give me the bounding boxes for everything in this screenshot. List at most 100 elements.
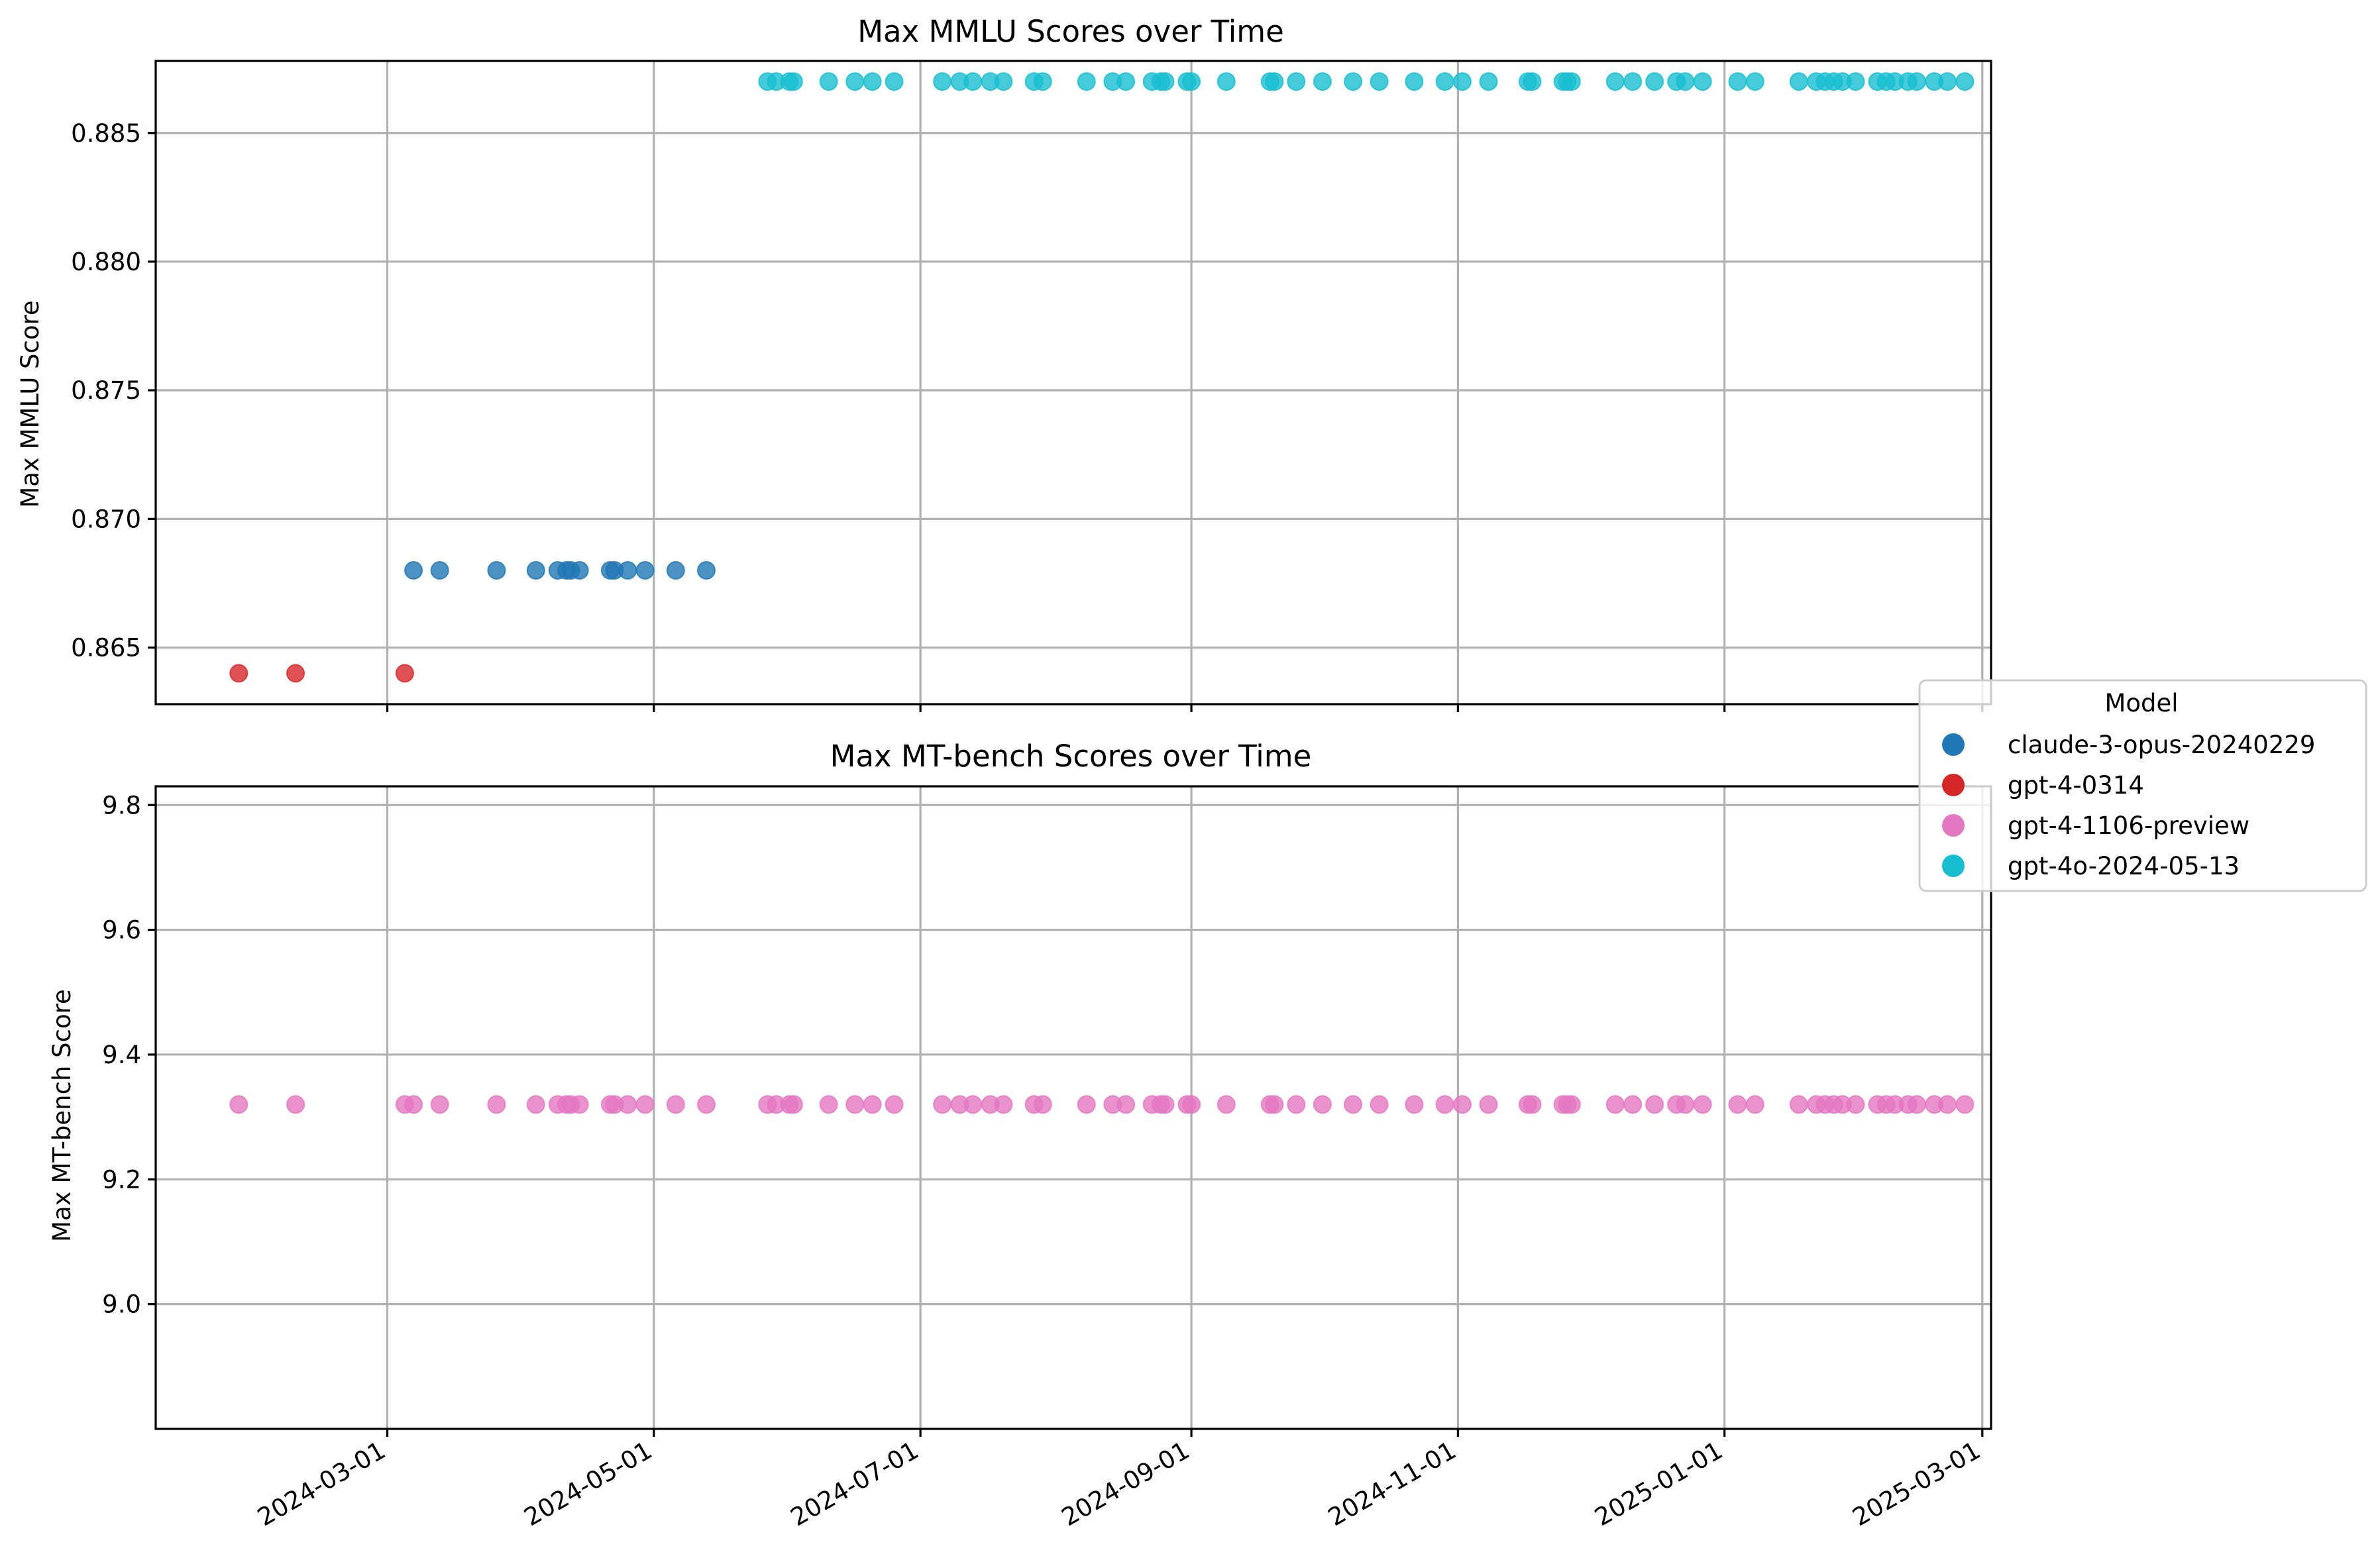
data-point xyxy=(1313,1095,1332,1114)
legend-label: gpt-4-0314 xyxy=(2008,771,2144,800)
data-point xyxy=(1435,1095,1454,1114)
data-point xyxy=(1077,72,1096,91)
data-point xyxy=(1435,72,1454,91)
data-point xyxy=(1789,72,1808,91)
mt-bench-grid xyxy=(156,786,1991,1429)
data-point xyxy=(526,561,545,580)
y-tick-label: 9.2 xyxy=(102,1165,141,1194)
legend-marker xyxy=(1942,774,1965,796)
data-point xyxy=(697,1095,716,1114)
legend-label: claude-3-opus-20240229 xyxy=(2008,731,2315,759)
data-point xyxy=(395,664,414,683)
data-point xyxy=(1116,1095,1136,1114)
legend-marker xyxy=(1942,814,1965,837)
data-point xyxy=(404,561,423,580)
y-tick-label: 9.0 xyxy=(102,1290,141,1319)
data-point xyxy=(1344,72,1363,91)
data-point xyxy=(1452,72,1472,91)
y-tick-label: 0.875 xyxy=(71,376,141,405)
y-tick-label: 0.880 xyxy=(71,248,141,276)
legend-label: gpt-4-1106-preview xyxy=(2008,811,2249,840)
data-point xyxy=(1217,72,1236,91)
data-point xyxy=(286,1095,305,1114)
data-point xyxy=(784,72,803,91)
mmlu-panel: Max MMLU Scores over Time Max MMLU Score… xyxy=(16,14,1992,712)
data-point xyxy=(1645,72,1664,91)
data-point xyxy=(404,1095,423,1114)
data-point xyxy=(1745,72,1764,91)
mmlu-y-ticks: 0.865 0.870 0.875 0.880 0.885 xyxy=(71,119,156,662)
mt-bench-points xyxy=(229,1095,1974,1114)
data-point xyxy=(1156,1095,1175,1114)
data-point xyxy=(570,561,589,580)
data-point xyxy=(618,561,637,580)
data-point xyxy=(1116,72,1136,91)
mt-bench-chart-title: Max MT-bench Scores over Time xyxy=(830,739,1312,774)
mt-bench-y-axis-label: Max MT-bench Score xyxy=(48,989,76,1242)
y-tick-label: 0.870 xyxy=(71,505,141,533)
data-point xyxy=(1728,72,1747,91)
data-point xyxy=(635,1095,655,1114)
data-point xyxy=(570,1095,589,1114)
data-point xyxy=(1907,1095,1926,1114)
data-point xyxy=(229,1095,248,1114)
data-point xyxy=(1265,1095,1284,1114)
data-point xyxy=(994,72,1013,91)
data-point xyxy=(1265,72,1284,91)
data-point xyxy=(1344,1095,1363,1114)
y-tick-label: 9.6 xyxy=(102,916,141,945)
mmlu-axes-frame xyxy=(154,60,1992,706)
data-point xyxy=(1405,72,1424,91)
y-tick-label: 9.8 xyxy=(102,791,141,819)
data-point xyxy=(1846,1095,1865,1114)
data-point xyxy=(845,1095,865,1114)
data-point xyxy=(863,72,882,91)
data-point xyxy=(1523,1095,1542,1114)
data-point xyxy=(1479,1095,1498,1114)
data-point xyxy=(487,561,506,580)
data-point xyxy=(1605,72,1625,91)
mmlu-chart-title: Max MMLU Scores over Time xyxy=(857,14,1284,49)
data-point xyxy=(1523,72,1542,91)
mmlu-grid xyxy=(156,61,1991,704)
data-point xyxy=(1077,1095,1096,1114)
legend-box xyxy=(1918,679,2367,892)
data-point xyxy=(1938,72,1957,91)
data-point xyxy=(1645,1095,1664,1114)
data-point xyxy=(1623,1095,1643,1114)
data-point xyxy=(1217,1095,1236,1114)
data-point xyxy=(1745,1095,1764,1114)
data-point xyxy=(933,72,952,91)
data-point xyxy=(1562,1095,1581,1114)
legend: Model claude-3-opus-20240229 gpt-4-0314 gp… xyxy=(1918,679,2367,892)
data-point xyxy=(1605,1095,1625,1114)
data-point xyxy=(1033,72,1052,91)
data-point xyxy=(1562,72,1581,91)
mmlu-points xyxy=(229,72,1974,683)
data-point xyxy=(526,1095,545,1114)
data-point xyxy=(430,561,449,580)
legend-marker xyxy=(1942,855,1965,877)
data-point xyxy=(784,1095,803,1114)
data-point xyxy=(863,1095,882,1114)
mmlu-y-axis-label: Max MMLU Score xyxy=(16,300,44,507)
data-point xyxy=(1693,72,1712,91)
legend-entries: claude-3-opus-20240229 gpt-4-0314 gpt-4-11… xyxy=(1942,731,2315,880)
data-point xyxy=(1955,72,1974,91)
data-point xyxy=(1846,72,1865,91)
mt-bench-axes-frame xyxy=(154,785,1992,1430)
data-point xyxy=(845,72,865,91)
data-point xyxy=(697,561,716,580)
data-point xyxy=(487,1095,506,1114)
data-point xyxy=(1676,1095,1695,1114)
data-point xyxy=(666,1095,685,1114)
data-point xyxy=(1033,1095,1052,1114)
data-point xyxy=(1287,1095,1306,1114)
data-point xyxy=(963,1095,983,1114)
data-point xyxy=(1452,1095,1472,1114)
y-tick-label: 9.4 xyxy=(102,1041,141,1069)
data-point xyxy=(618,1095,637,1114)
data-point xyxy=(1676,72,1695,91)
data-point xyxy=(1182,1095,1201,1114)
data-point xyxy=(1405,1095,1424,1114)
